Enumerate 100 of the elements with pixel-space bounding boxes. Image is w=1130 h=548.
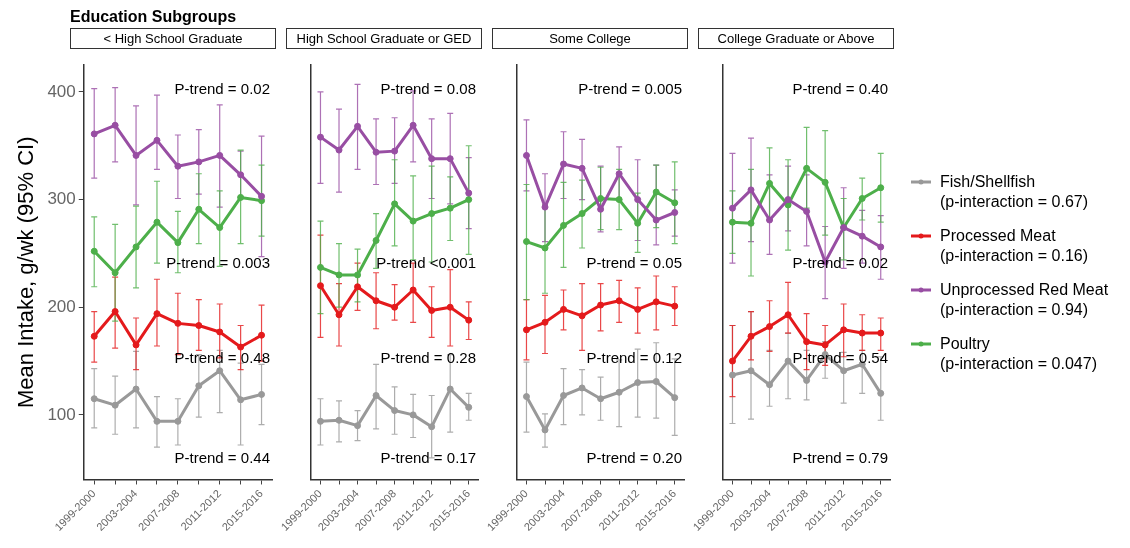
point bbox=[216, 151, 224, 159]
point bbox=[372, 297, 380, 305]
point bbox=[522, 238, 530, 246]
point bbox=[391, 147, 399, 155]
point bbox=[153, 417, 161, 425]
annotation: P-trend = 0.20 bbox=[586, 448, 682, 466]
point bbox=[354, 283, 362, 291]
point bbox=[541, 244, 549, 252]
point bbox=[465, 189, 473, 197]
point bbox=[560, 221, 568, 229]
point bbox=[195, 158, 203, 166]
point bbox=[316, 282, 324, 290]
point bbox=[803, 207, 811, 215]
point bbox=[195, 322, 203, 330]
point bbox=[90, 130, 98, 138]
point bbox=[446, 155, 454, 163]
chart-subtitle: Some College bbox=[492, 28, 688, 49]
point bbox=[671, 208, 679, 216]
legend-label: Unprocessed Red Meat (p-interaction = 0.94) bbox=[940, 279, 1109, 320]
annotation: P-trend = 0.17 bbox=[380, 448, 476, 466]
point bbox=[195, 205, 203, 213]
point bbox=[615, 196, 623, 204]
point bbox=[597, 395, 605, 403]
chart-subtitle: High School Graduate or GED bbox=[286, 28, 482, 49]
point bbox=[258, 390, 266, 398]
point bbox=[634, 305, 642, 313]
point bbox=[840, 326, 848, 334]
chart-subtitle: College Graduate or Above bbox=[698, 28, 894, 49]
point bbox=[522, 326, 530, 334]
point bbox=[237, 343, 245, 351]
point bbox=[671, 302, 679, 310]
point bbox=[541, 318, 549, 326]
point bbox=[195, 382, 203, 390]
point bbox=[174, 319, 182, 327]
annotation: P-trend = 0.28 bbox=[380, 349, 476, 367]
point bbox=[132, 385, 140, 393]
point bbox=[153, 136, 161, 144]
annotation: P-trend = 0.005 bbox=[578, 80, 682, 98]
annotation: P-trend = 0.44 bbox=[174, 448, 270, 466]
point bbox=[335, 416, 343, 424]
point bbox=[174, 417, 182, 425]
point bbox=[316, 133, 324, 141]
point bbox=[766, 216, 774, 224]
annotation: P-trend = 0.12 bbox=[586, 349, 682, 367]
point bbox=[111, 269, 119, 277]
point bbox=[132, 341, 140, 349]
point bbox=[446, 385, 454, 393]
point bbox=[652, 216, 660, 224]
legend-label: Fish/Shellfish (p-interaction = 0.67) bbox=[940, 171, 1089, 212]
point bbox=[784, 196, 792, 204]
point bbox=[409, 411, 417, 419]
point bbox=[132, 243, 140, 251]
point bbox=[541, 203, 549, 211]
annotation: P-trend = 0.08 bbox=[380, 80, 476, 98]
point bbox=[821, 341, 829, 349]
point bbox=[428, 423, 436, 431]
annotation: P-trend = 0.02 bbox=[174, 80, 270, 98]
annotation: P-trend = 0.05 bbox=[586, 254, 682, 272]
point bbox=[446, 204, 454, 212]
point bbox=[634, 219, 642, 227]
point bbox=[522, 151, 530, 159]
point bbox=[153, 218, 161, 226]
point bbox=[90, 395, 98, 403]
point bbox=[237, 171, 245, 179]
point bbox=[132, 151, 140, 159]
point bbox=[391, 303, 399, 311]
point bbox=[634, 379, 642, 387]
point bbox=[578, 384, 586, 392]
point bbox=[840, 367, 848, 375]
y-tick-label: 400 bbox=[47, 81, 76, 101]
point bbox=[428, 155, 436, 163]
point bbox=[877, 329, 885, 337]
point bbox=[784, 357, 792, 365]
point bbox=[90, 332, 98, 340]
point bbox=[615, 388, 623, 396]
annotation: P-trend = 0.48 bbox=[174, 349, 270, 367]
point bbox=[652, 378, 660, 385]
point bbox=[652, 298, 660, 306]
point bbox=[803, 338, 811, 346]
annotation: P-trend = 0.79 bbox=[792, 448, 888, 466]
point bbox=[258, 331, 266, 339]
annotation: P-trend <0.001 bbox=[376, 254, 476, 272]
annotation: P-trend = 0.40 bbox=[792, 80, 888, 98]
point bbox=[174, 239, 182, 247]
point bbox=[597, 205, 605, 213]
point bbox=[409, 217, 417, 225]
point bbox=[728, 357, 736, 365]
point bbox=[465, 316, 473, 324]
point bbox=[747, 332, 755, 340]
legend-label: Poultry (p-interaction = 0.047) bbox=[940, 333, 1097, 374]
point bbox=[578, 164, 586, 172]
point bbox=[335, 271, 343, 279]
point bbox=[465, 403, 473, 411]
chart-title: Education Subgroups bbox=[70, 8, 238, 27]
point bbox=[858, 194, 866, 202]
point bbox=[747, 219, 755, 227]
point bbox=[728, 204, 736, 212]
point bbox=[560, 305, 568, 313]
point bbox=[671, 394, 679, 402]
point bbox=[728, 218, 736, 226]
